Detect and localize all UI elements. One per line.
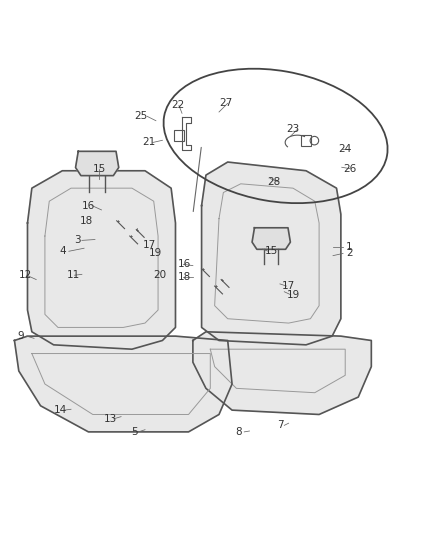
Text: 28: 28 — [267, 176, 280, 187]
Polygon shape — [193, 332, 371, 415]
Text: 16: 16 — [177, 260, 191, 269]
Text: 5: 5 — [131, 427, 138, 437]
Text: 7: 7 — [277, 421, 283, 430]
Text: 16: 16 — [82, 200, 95, 211]
Text: 26: 26 — [343, 164, 356, 174]
Text: 3: 3 — [74, 236, 81, 245]
Text: 1: 1 — [346, 242, 353, 252]
Text: 27: 27 — [219, 98, 232, 108]
Text: 17: 17 — [143, 240, 156, 250]
Text: 2: 2 — [346, 248, 353, 259]
Text: 21: 21 — [143, 138, 156, 148]
Text: 20: 20 — [154, 270, 167, 280]
Text: 17: 17 — [282, 281, 295, 291]
Text: 9: 9 — [18, 331, 24, 341]
Polygon shape — [252, 228, 290, 249]
Text: 13: 13 — [103, 414, 117, 424]
Polygon shape — [28, 171, 176, 349]
Polygon shape — [14, 336, 232, 432]
Text: 15: 15 — [265, 246, 278, 256]
Text: 8: 8 — [235, 427, 242, 437]
Text: 22: 22 — [171, 100, 184, 110]
Polygon shape — [201, 162, 341, 345]
Text: 18: 18 — [80, 216, 93, 226]
Text: 24: 24 — [339, 144, 352, 154]
Polygon shape — [75, 151, 119, 176]
Text: 14: 14 — [53, 405, 67, 415]
Text: 15: 15 — [93, 164, 106, 174]
Text: 19: 19 — [286, 290, 300, 300]
Text: 18: 18 — [177, 272, 191, 282]
Text: 11: 11 — [67, 270, 80, 280]
Text: 12: 12 — [19, 270, 32, 280]
Text: 23: 23 — [286, 124, 300, 134]
Text: 19: 19 — [149, 248, 162, 259]
Text: 4: 4 — [59, 246, 66, 256]
Text: 25: 25 — [134, 111, 147, 122]
